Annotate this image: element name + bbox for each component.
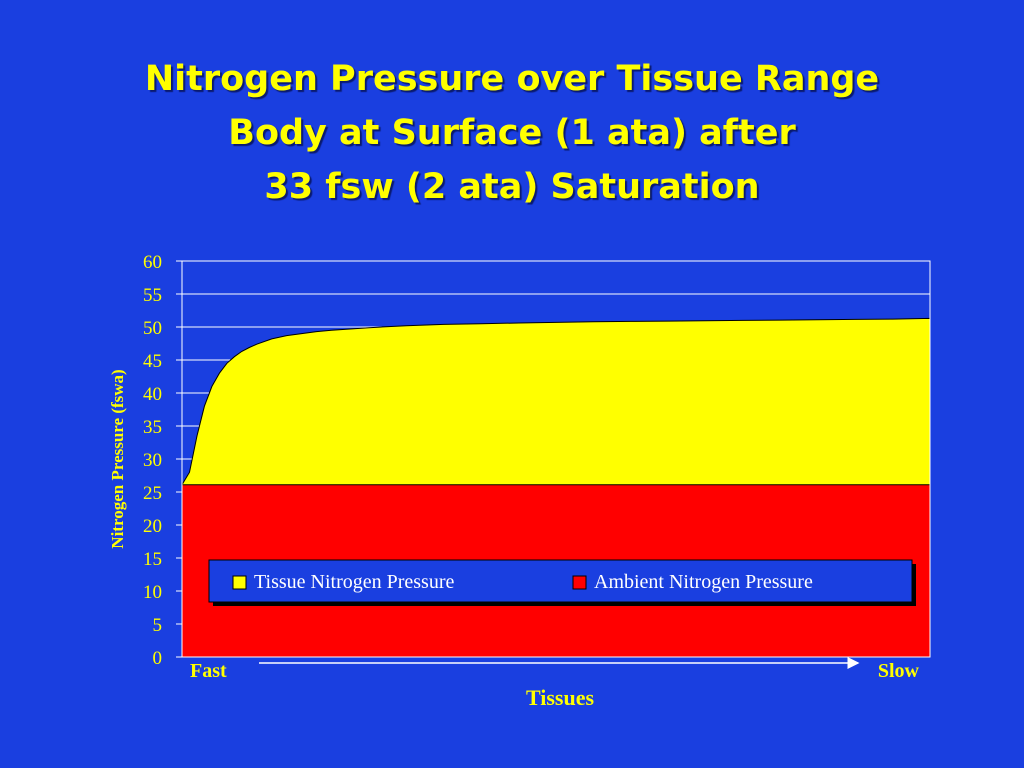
x-axis-start-label: Fast [190, 660, 227, 682]
tick-label-y-10: 10 [143, 582, 162, 603]
legend-label-ambient: Ambient Nitrogen Pressure [594, 571, 813, 593]
tick-label-y-30: 30 [143, 450, 162, 471]
tick-label-y-25: 25 [143, 483, 162, 504]
title-line-1: Nitrogen Pressure over Tissue Range [144, 59, 880, 99]
x-axis-label: Tissues [526, 685, 595, 710]
tick-label-y-35: 35 [143, 417, 162, 438]
tick-label-y-20: 20 [143, 516, 162, 537]
legend-label-tissue: Tissue Nitrogen Pressure [254, 571, 454, 593]
tick-label-y-50: 50 [143, 318, 162, 339]
legend: Tissue Nitrogen Pressure Ambient Nitroge… [208, 559, 916, 606]
y-axis-ticks: 0 5 10 15 20 25 30 35 40 45 50 55 60 [143, 252, 182, 669]
tick-label-y-0: 0 [153, 648, 163, 669]
y-axis-label: Nitrogen Pressure (fswa) [108, 369, 127, 548]
x-axis-end-label: Slow [878, 660, 920, 682]
title-line-3: 33 fsw (2 ata) Saturation [264, 167, 760, 207]
tick-label-y-60: 60 [143, 252, 162, 273]
plot-area-border [181, 260, 931, 658]
legend-swatch-tissue [232, 575, 247, 590]
area-series [181, 317, 931, 658]
tick-label-y-5: 5 [153, 615, 163, 636]
title-line-2: Body at Surface (1 ata) after [228, 113, 796, 153]
tick-label-y-15: 15 [143, 549, 162, 570]
tick-label-y-55: 55 [143, 285, 162, 306]
legend-swatch-ambient [572, 575, 587, 590]
tick-label-y-45: 45 [143, 351, 162, 372]
legend-box [208, 559, 913, 603]
tick-label-y-40: 40 [143, 384, 162, 405]
